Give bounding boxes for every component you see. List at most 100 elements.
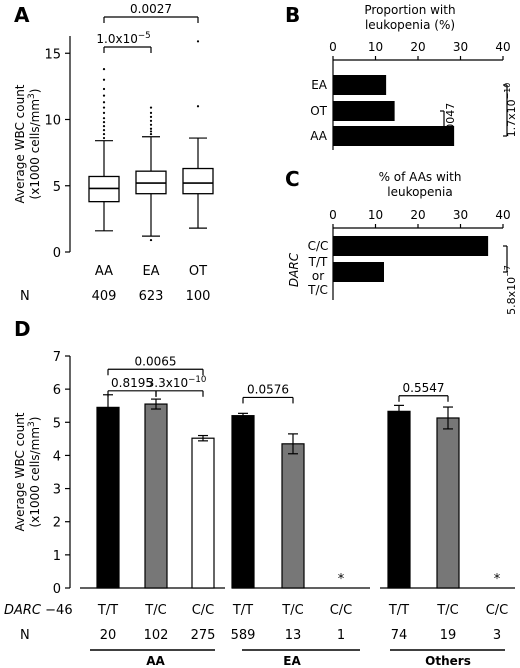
d-ytick-label: 1	[53, 549, 61, 564]
d-genotype-axis-position: −46	[45, 603, 72, 618]
a-outlier	[102, 121, 106, 124]
d-ytick-label: 5	[53, 416, 61, 431]
d-bar	[387, 410, 411, 589]
d-bar	[191, 437, 215, 589]
d-missing-marker: *	[338, 572, 345, 587]
d-genotype-axis-label: DARC −46	[4, 603, 73, 618]
a-n-value: 623	[139, 289, 164, 304]
d-pvalue-label: 0.5547	[403, 381, 445, 395]
a-outlier	[149, 111, 153, 114]
a-category-label: OT	[189, 264, 207, 279]
c-category-label: T/C	[307, 283, 328, 297]
panel-letter-c: C	[285, 167, 300, 191]
d-n-value: 74	[391, 628, 408, 643]
a-outlier	[102, 94, 106, 97]
a-ytick-label: 0	[53, 246, 61, 261]
b-bar	[333, 101, 395, 121]
b-title-line2: leukopenia (%)	[365, 18, 455, 32]
d-ylabel-line1: Average WBC count	[13, 412, 27, 531]
d-n-value: 19	[440, 628, 457, 643]
d-genotype-label: C/C	[486, 603, 509, 618]
a-ylabel-line1: Average WBC count	[13, 84, 27, 203]
c-category-label: C/C	[308, 239, 329, 253]
a-ylabel-close: )	[28, 89, 42, 94]
d-genotype-label: T/C	[436, 603, 458, 618]
b-category-label: AA	[310, 129, 328, 143]
b-title-line1: Proportion with	[364, 3, 455, 17]
c-category-label: or	[312, 269, 324, 283]
a-box	[182, 167, 214, 195]
d-pvalue-label: 0.8195	[111, 376, 153, 390]
d-n-value: 1	[337, 628, 345, 643]
b-bar	[333, 126, 455, 146]
a-outlier	[149, 238, 153, 242]
d-bar	[281, 443, 305, 589]
b-xtick-label: 40	[495, 40, 510, 54]
d-ytick-label: 6	[53, 383, 61, 398]
a-outlier	[102, 136, 106, 140]
c-title-line2: leukopenia	[387, 185, 452, 199]
a-outlier	[102, 125, 106, 128]
a-ylabel: Average WBC count(x1000 cells/mm3)	[13, 84, 42, 203]
panel-letter-a: A	[14, 3, 30, 27]
a-outlier	[102, 101, 106, 104]
d-ylabel-close: )	[28, 417, 42, 422]
d-n-label: N	[20, 628, 30, 643]
d-n-value: 589	[231, 628, 256, 643]
a-outlier	[102, 132, 106, 136]
a-outlier	[102, 111, 106, 114]
a-n-value: 100	[186, 289, 211, 304]
d-genotype-label: T/C	[144, 603, 166, 618]
b-xtick-label: 10	[368, 40, 383, 54]
b-pvalue-label-exp: −10	[503, 83, 512, 100]
d-genotype-label: C/C	[192, 603, 215, 618]
d-pvalue-label: 0.0576	[247, 382, 289, 396]
d-ylabel-line2: (x1000 cells/mm	[28, 427, 42, 527]
d-genotype-axis-gene: DARC	[4, 603, 45, 618]
c-axis-label: DARC	[287, 252, 301, 287]
d-n-value: 275	[191, 628, 216, 643]
a-outlier	[149, 119, 153, 122]
a-outlier	[102, 106, 106, 109]
a-category-label: AA	[95, 264, 113, 279]
a-ytick-label: 10	[44, 114, 61, 129]
a-outlier	[149, 123, 153, 126]
a-outlier	[149, 127, 153, 130]
a-n-label: N	[20, 289, 30, 304]
a-outlier	[196, 105, 200, 108]
a-pvalue-label: 1.0x10−5	[96, 31, 150, 46]
b-pvalue-label: 0.0047	[444, 103, 457, 142]
a-outlier	[102, 68, 106, 71]
d-pvalue-label-exp: −10	[188, 375, 206, 385]
a-outlier	[102, 129, 106, 132]
b-xtick-label: 20	[410, 40, 425, 54]
a-pvalue-label-exp: −5	[138, 31, 151, 41]
c-pvalue-label: 5.8x10−7	[503, 265, 518, 315]
c-title-line1: % of AAs with	[379, 170, 462, 184]
a-outlier	[149, 132, 153, 136]
d-group-label: AA	[146, 654, 165, 668]
d-ytick-label: 2	[53, 516, 61, 531]
d-genotype-label: T/C	[281, 603, 303, 618]
c-xtick-label: 0	[329, 208, 337, 222]
d-group-label: Others	[425, 654, 471, 668]
d-pvalue-label: 0.0065	[135, 354, 177, 368]
d-n-value: 102	[144, 628, 169, 643]
a-n-value: 409	[92, 289, 117, 304]
d-genotype-label: T/T	[232, 603, 253, 618]
c-xtick-label: 20	[410, 208, 425, 222]
b-category-label: EA	[311, 78, 328, 92]
b-pvalue-label: 1.7x10−10	[503, 83, 518, 138]
a-outlier	[102, 117, 106, 120]
a-outlier	[149, 115, 153, 118]
d-ytick-label: 3	[53, 483, 61, 498]
b-category-label: OT	[310, 104, 327, 118]
d-bar	[436, 417, 460, 589]
b-bar	[333, 75, 387, 95]
a-pvalue-label: 0.0027	[130, 2, 172, 16]
d-bar	[231, 415, 255, 589]
a-outlier	[149, 106, 153, 109]
a-ytick-label: 5	[53, 180, 61, 195]
d-ytick-label: 7	[53, 350, 61, 365]
